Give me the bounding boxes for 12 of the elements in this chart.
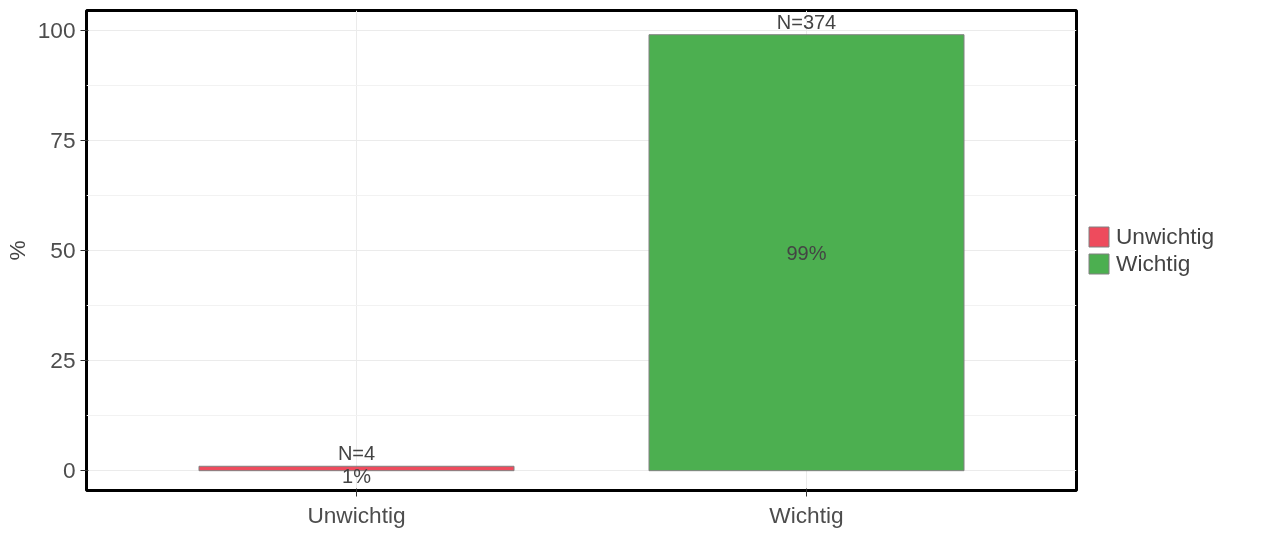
- annotation: N=374: [776, 10, 837, 33]
- annotation: N=4: [337, 442, 376, 465]
- data-label: 99%: [786, 241, 827, 264]
- legend-label: Unwichtig: [1116, 223, 1215, 250]
- y-tick-label: 100: [37, 16, 76, 43]
- y-tick-label: 75: [50, 126, 76, 153]
- data-label: 1%: [342, 465, 372, 488]
- y-tick-label: 0: [62, 457, 76, 484]
- y-tick-label: 50: [50, 237, 76, 263]
- y-tick-label: 25: [50, 347, 76, 374]
- legend-label: Wichtig: [1116, 250, 1191, 277]
- y-axis-title: %: [3, 240, 30, 261]
